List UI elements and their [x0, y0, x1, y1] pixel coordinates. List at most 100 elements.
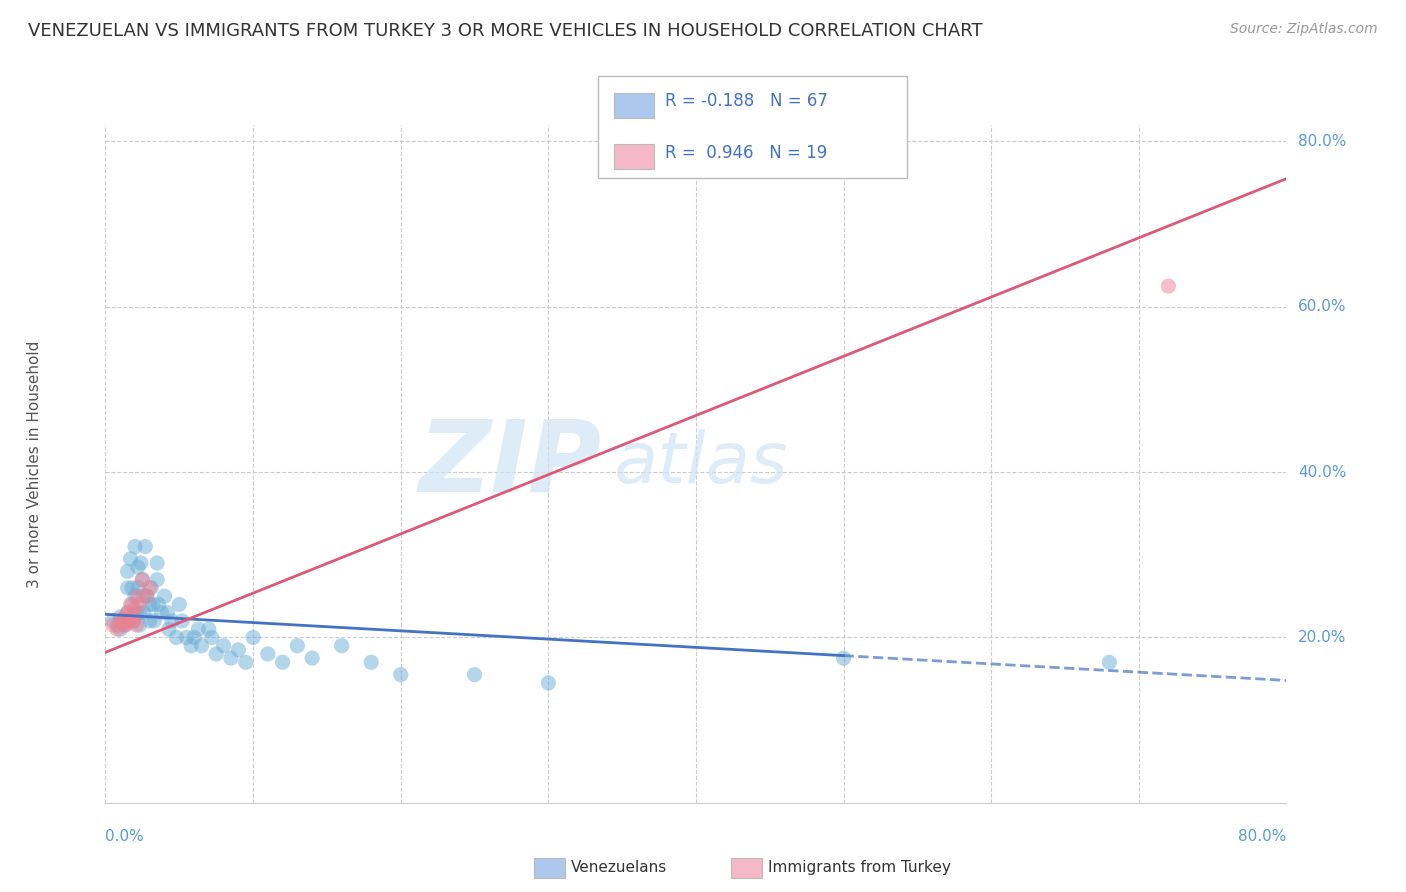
Point [115, 618, 138, 632]
Point [121, 609, 143, 624]
Point [141, 581, 163, 595]
Point [128, 606, 150, 620]
Point [117, 581, 139, 595]
Point [153, 589, 176, 603]
Point [165, 631, 187, 645]
Point [117, 564, 139, 578]
Point [124, 540, 146, 554]
Point [118, 614, 141, 628]
Point [212, 639, 235, 653]
Point [122, 614, 145, 628]
Point [360, 655, 382, 669]
Point [1157, 279, 1180, 293]
Point [117, 606, 139, 620]
Point [148, 598, 170, 612]
Text: 80.0%: 80.0% [1298, 134, 1347, 149]
Point [132, 589, 155, 603]
Text: 60.0%: 60.0% [1298, 299, 1347, 314]
Point [117, 606, 139, 620]
Point [190, 639, 212, 653]
Point [389, 667, 412, 681]
Text: atlas: atlas [613, 429, 787, 499]
Point [463, 667, 486, 681]
Text: R =  0.946   N = 19: R = 0.946 N = 19 [665, 144, 827, 161]
Point [156, 606, 179, 620]
Point [128, 618, 150, 632]
Point [128, 598, 150, 612]
Point [537, 676, 560, 690]
Point [127, 589, 149, 603]
Point [180, 639, 202, 653]
Point [256, 647, 278, 661]
Point [120, 552, 142, 566]
Point [110, 622, 132, 636]
Point [235, 655, 257, 669]
Point [142, 598, 165, 612]
Point [112, 618, 135, 632]
Point [134, 540, 156, 554]
Point [138, 581, 160, 595]
Point [121, 581, 143, 595]
Point [197, 622, 219, 636]
Point [129, 556, 152, 570]
Point [110, 614, 132, 628]
Point [287, 639, 309, 653]
Text: R = -0.188   N = 67: R = -0.188 N = 67 [665, 93, 828, 111]
Point [146, 556, 169, 570]
Point [143, 614, 166, 628]
Text: VENEZUELAN VS IMMIGRANTS FROM TURKEY 3 OR MORE VEHICLES IN HOUSEHOLD CORRELATION: VENEZUELAN VS IMMIGRANTS FROM TURKEY 3 O… [28, 22, 983, 40]
Point [172, 614, 194, 628]
Point [201, 631, 224, 645]
Point [118, 614, 141, 628]
Point [176, 631, 198, 645]
Point [160, 614, 183, 628]
Point [169, 598, 191, 612]
Text: 3 or more Vehicles in Household: 3 or more Vehicles in Household [27, 340, 42, 588]
Point [135, 589, 157, 603]
Point [114, 618, 136, 632]
Point [146, 573, 169, 587]
Text: Immigrants from Turkey: Immigrants from Turkey [768, 861, 950, 875]
Point [187, 622, 209, 636]
Point [110, 609, 132, 624]
Point [301, 651, 323, 665]
Point [124, 589, 146, 603]
Point [832, 651, 855, 665]
Point [122, 614, 145, 628]
Point [114, 609, 136, 624]
Point [271, 655, 294, 669]
Point [219, 651, 242, 665]
Point [226, 643, 250, 657]
Text: 40.0%: 40.0% [1298, 465, 1347, 480]
Text: ZIP: ZIP [419, 416, 602, 512]
Text: 80.0%: 80.0% [1239, 830, 1286, 844]
Point [150, 606, 173, 620]
Point [105, 618, 128, 632]
Point [125, 606, 148, 620]
Point [132, 606, 155, 620]
Point [112, 614, 135, 628]
Point [105, 622, 128, 636]
Text: Source: ZipAtlas.com: Source: ZipAtlas.com [1230, 22, 1378, 37]
Point [120, 598, 142, 612]
Text: 20.0%: 20.0% [1298, 630, 1347, 645]
Point [1098, 655, 1121, 669]
Point [330, 639, 353, 653]
Point [124, 601, 146, 615]
Point [127, 581, 149, 595]
Point [135, 589, 157, 603]
Point [131, 573, 153, 587]
Point [101, 618, 124, 632]
Text: Venezuelans: Venezuelans [571, 861, 666, 875]
Point [101, 614, 124, 628]
Text: 0.0%: 0.0% [105, 830, 145, 844]
Point [183, 631, 205, 645]
Point [157, 622, 180, 636]
Point [125, 618, 148, 632]
Point [205, 647, 228, 661]
Point [121, 598, 143, 612]
Point [131, 573, 153, 587]
Point [242, 631, 264, 645]
Point [138, 598, 160, 612]
Point [138, 614, 160, 628]
